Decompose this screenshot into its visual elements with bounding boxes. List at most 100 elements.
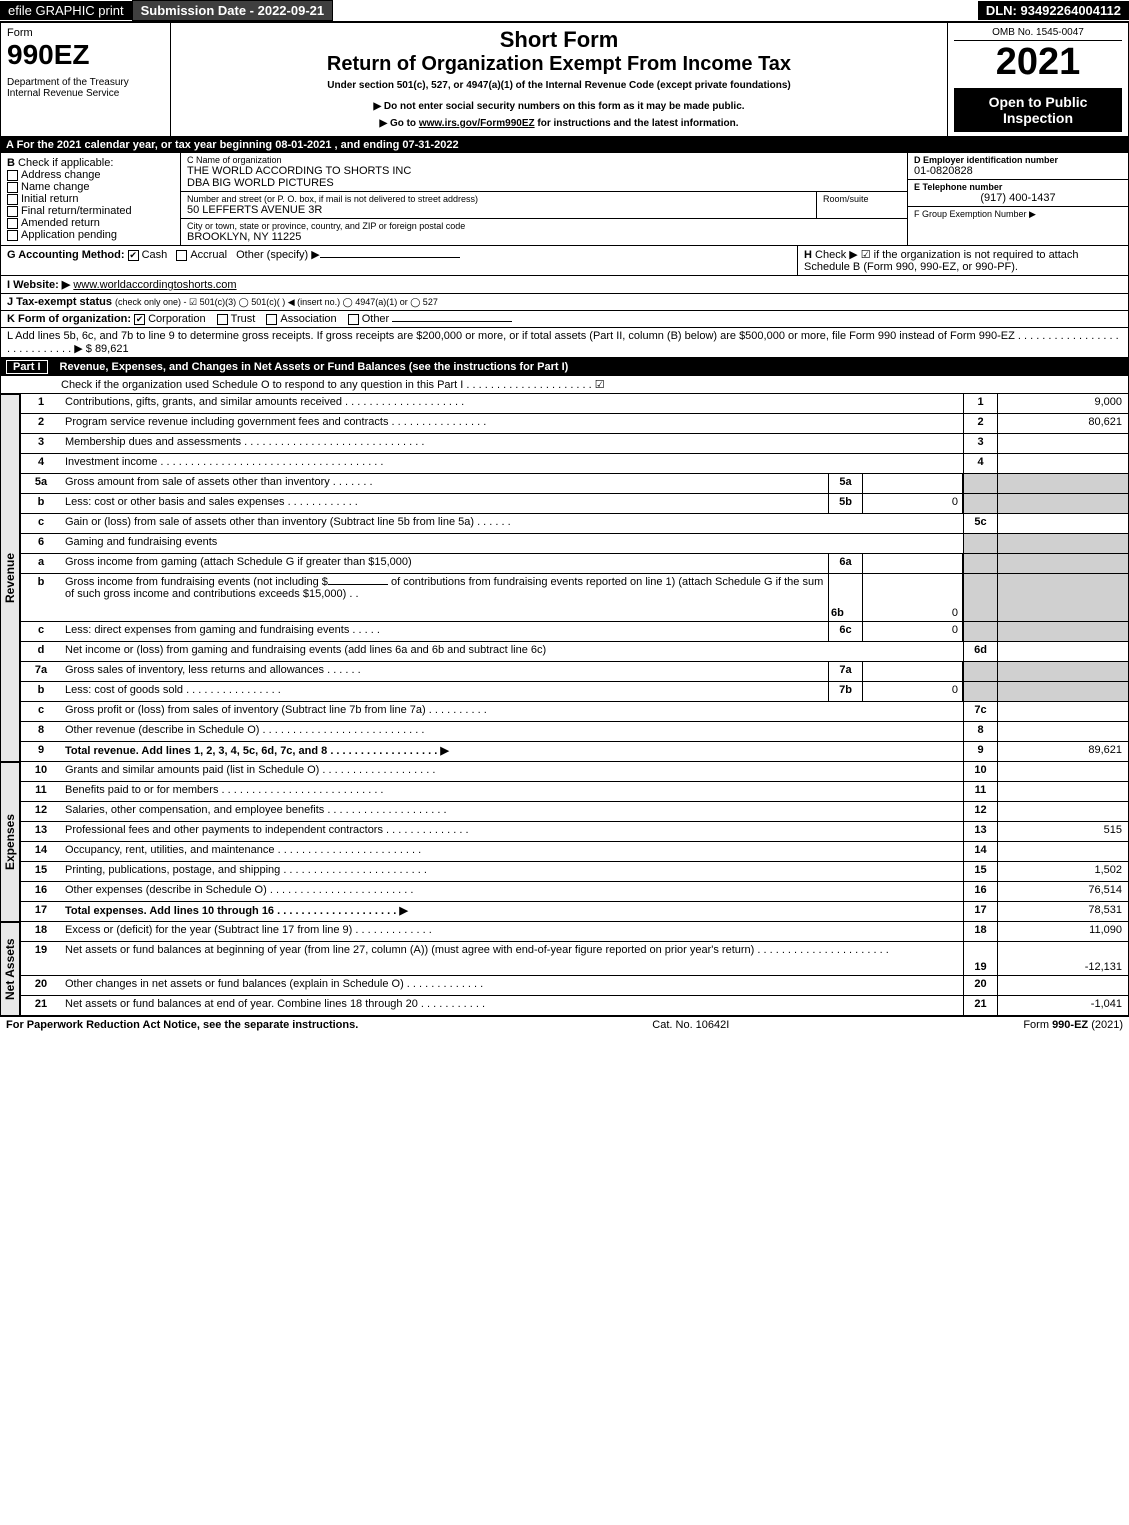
c-street-block: Number and street (or P. O. box, if mail… xyxy=(181,192,907,219)
l2-val: 80,621 xyxy=(998,414,1128,433)
checkbox-application-pending[interactable]: Application pending xyxy=(7,229,174,241)
checkbox-corp[interactable] xyxy=(134,314,145,325)
line-11: 11 Benefits paid to or for members . . .… xyxy=(20,782,1129,802)
checkbox-name-change[interactable]: Name change xyxy=(7,181,174,193)
l8-val xyxy=(998,722,1128,741)
l6b-subval: 0 xyxy=(863,574,963,621)
net-assets-section: Net Assets 18 Excess or (deficit) for th… xyxy=(0,922,1129,1016)
page-footer: For Paperwork Reduction Act Notice, see … xyxy=(0,1016,1129,1033)
part1-checkline: Check if the organization used Schedule … xyxy=(0,376,1129,394)
l20-rnum: 20 xyxy=(963,976,998,995)
l5c-rnum: 5c xyxy=(963,514,998,533)
org-name2: DBA BIG WORLD PICTURES xyxy=(187,177,901,189)
checkbox-address-change[interactable]: Address change xyxy=(7,169,174,181)
checkbox-amended-return[interactable]: Amended return xyxy=(7,217,174,229)
l16-num: 16 xyxy=(21,882,61,901)
irs-link[interactable]: www.irs.gov/Form990EZ xyxy=(419,118,535,129)
dln-label: DLN: 93492264004112 xyxy=(978,1,1129,20)
l7c-desc: Gross profit or (loss) from sales of inv… xyxy=(61,702,963,721)
line-14: 14 Occupancy, rent, utilities, and maint… xyxy=(20,842,1129,862)
checkbox-trust[interactable] xyxy=(217,314,228,325)
l13-val: 515 xyxy=(998,822,1128,841)
line-6c: c Less: direct expenses from gaming and … xyxy=(20,622,1129,642)
l6a-subval xyxy=(863,554,963,573)
l8-desc: Other revenue (describe in Schedule O) .… xyxy=(61,722,963,741)
l20-num: 20 xyxy=(21,976,61,995)
l6d-desc: Net income or (loss) from gaming and fun… xyxy=(61,642,963,661)
line-7a: 7a Gross sales of inventory, less return… xyxy=(20,662,1129,682)
line-6b: b Gross income from fundraising events (… xyxy=(20,574,1129,622)
opt-address: Address change xyxy=(21,169,101,181)
line-21: 21 Net assets or fund balances at end of… xyxy=(20,996,1129,1016)
l5c-val xyxy=(998,514,1128,533)
form-header: Form 990EZ Department of the Treasury In… xyxy=(0,22,1129,137)
room-label: Room/suite xyxy=(823,194,901,204)
checkbox-other-org[interactable] xyxy=(348,314,359,325)
l6c-num: c xyxy=(21,622,61,641)
d-label: D Employer identification number xyxy=(914,155,1122,165)
line-19: 19 Net assets or fund balances at beginn… xyxy=(20,942,1129,976)
l6c-rnum-shade xyxy=(963,622,998,641)
accrual-label: Accrual xyxy=(190,249,227,261)
l16-desc: Other expenses (describe in Schedule O) … xyxy=(61,882,963,901)
phone-value: (917) 400-1437 xyxy=(914,192,1122,204)
l12-rnum: 12 xyxy=(963,802,998,821)
org-info-row: B Check if applicable: Address change Na… xyxy=(0,153,1129,246)
part1-label: Part I xyxy=(6,360,48,374)
revenue-section: Revenue 1 Contributions, gifts, grants, … xyxy=(0,394,1129,762)
l7b-desc: Less: cost of goods sold . . . . . . . .… xyxy=(61,682,828,701)
l6a-sub: 6a xyxy=(828,554,863,573)
l7a-desc: Gross sales of inventory, less returns a… xyxy=(61,662,828,681)
line-5a: 5a Gross amount from sale of assets othe… xyxy=(20,474,1129,494)
goto-post: for instructions and the latest informat… xyxy=(535,118,739,129)
l-text: L Add lines 5b, 6c, and 7b to line 9 to … xyxy=(7,330,1119,355)
l18-val: 11,090 xyxy=(998,922,1128,941)
efile-print-button[interactable]: efile GRAPHIC print xyxy=(0,1,132,20)
l6a-desc: Gross income from gaming (attach Schedul… xyxy=(61,554,828,573)
website-link[interactable]: www.worldaccordingtoshorts.com xyxy=(73,279,236,291)
e-label: E Telephone number xyxy=(914,182,1122,192)
c-city-block: City or town, state or province, country… xyxy=(181,219,907,245)
l5a-num: 5a xyxy=(21,474,61,493)
l9-num: 9 xyxy=(21,742,61,761)
l15-desc: Printing, publications, postage, and shi… xyxy=(61,862,963,881)
l5b-rval-shade xyxy=(998,494,1128,513)
l5b-num: b xyxy=(21,494,61,513)
l18-rnum: 18 xyxy=(963,922,998,941)
footer-right-pre: Form xyxy=(1023,1019,1052,1031)
l5a-subval xyxy=(863,474,963,493)
section-j: J Tax-exempt status (check only one) - ☑… xyxy=(0,294,1129,311)
l6c-sub: 6c xyxy=(828,622,863,641)
l5b-rnum-shade xyxy=(963,494,998,513)
header-mid: Short Form Return of Organization Exempt… xyxy=(171,23,948,136)
checkbox-initial-return[interactable]: Initial return xyxy=(7,193,174,205)
line-6: 6 Gaming and fundraising events xyxy=(20,534,1129,554)
other-org-input[interactable] xyxy=(392,321,512,322)
l7a-rval-shade xyxy=(998,662,1128,681)
other-specify-input[interactable] xyxy=(320,257,460,258)
line-7b: b Less: cost of goods sold . . . . . . .… xyxy=(20,682,1129,702)
checkbox-accrual[interactable] xyxy=(176,250,187,261)
l6d-num: d xyxy=(21,642,61,661)
l6b-num: b xyxy=(21,574,61,621)
part1-header: Part I Revenue, Expenses, and Changes in… xyxy=(0,358,1129,376)
checkbox-assoc[interactable] xyxy=(266,314,277,325)
tax-year-end: 07-31-2022 xyxy=(402,139,458,151)
l16-rnum: 16 xyxy=(963,882,998,901)
l6b-blank[interactable] xyxy=(328,584,388,585)
l3-val xyxy=(998,434,1128,453)
line-15: 15 Printing, publications, postage, and … xyxy=(20,862,1129,882)
ssn-note: ▶ Do not enter social security numbers o… xyxy=(177,101,941,112)
l6c-rval-shade xyxy=(998,622,1128,641)
line-2: 2 Program service revenue including gove… xyxy=(20,414,1129,434)
dept-treasury: Department of the Treasury xyxy=(7,77,164,88)
line-10: 10 Grants and similar amounts paid (list… xyxy=(20,762,1129,782)
subtitle: Under section 501(c), 527, or 4947(a)(1)… xyxy=(177,80,941,91)
l13-desc: Professional fees and other payments to … xyxy=(61,822,963,841)
checkbox-cash[interactable] xyxy=(128,250,139,261)
other-org-label: Other xyxy=(362,313,390,325)
l5a-sub: 5a xyxy=(828,474,863,493)
l6-desc: Gaming and fundraising events xyxy=(61,534,963,553)
line-3: 3 Membership dues and assessments . . . … xyxy=(20,434,1129,454)
checkbox-final-return[interactable]: Final return/terminated xyxy=(7,205,174,217)
